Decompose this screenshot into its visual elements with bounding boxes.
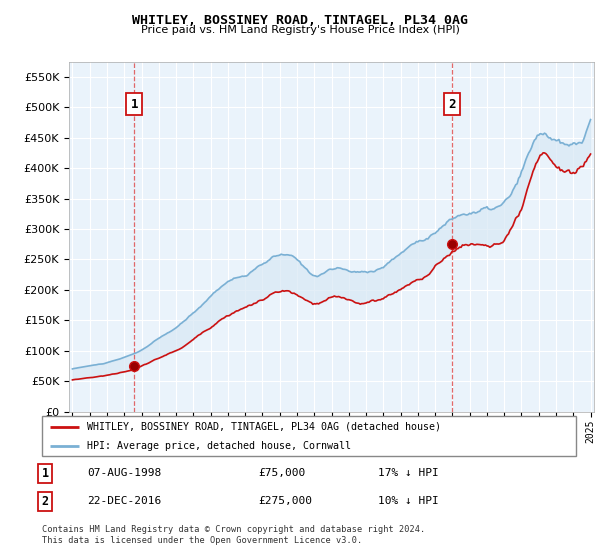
FancyBboxPatch shape bbox=[42, 416, 576, 456]
Text: HPI: Average price, detached house, Cornwall: HPI: Average price, detached house, Corn… bbox=[88, 441, 352, 451]
Text: 2: 2 bbox=[41, 494, 49, 508]
Text: Contains HM Land Registry data © Crown copyright and database right 2024.
This d: Contains HM Land Registry data © Crown c… bbox=[42, 525, 425, 545]
Text: WHITLEY, BOSSINEY ROAD, TINTAGEL, PL34 0AG: WHITLEY, BOSSINEY ROAD, TINTAGEL, PL34 0… bbox=[132, 14, 468, 27]
Text: £275,000: £275,000 bbox=[258, 496, 312, 506]
Text: Price paid vs. HM Land Registry's House Price Index (HPI): Price paid vs. HM Land Registry's House … bbox=[140, 25, 460, 35]
Text: 2: 2 bbox=[448, 97, 455, 111]
Text: WHITLEY, BOSSINEY ROAD, TINTAGEL, PL34 0AG (detached house): WHITLEY, BOSSINEY ROAD, TINTAGEL, PL34 0… bbox=[88, 422, 442, 432]
Text: 1: 1 bbox=[41, 466, 49, 480]
Text: 10% ↓ HPI: 10% ↓ HPI bbox=[378, 496, 439, 506]
Text: £75,000: £75,000 bbox=[258, 468, 305, 478]
Text: 1: 1 bbox=[131, 97, 138, 111]
Text: 07-AUG-1998: 07-AUG-1998 bbox=[87, 468, 161, 478]
Text: 17% ↓ HPI: 17% ↓ HPI bbox=[378, 468, 439, 478]
Text: 22-DEC-2016: 22-DEC-2016 bbox=[87, 496, 161, 506]
